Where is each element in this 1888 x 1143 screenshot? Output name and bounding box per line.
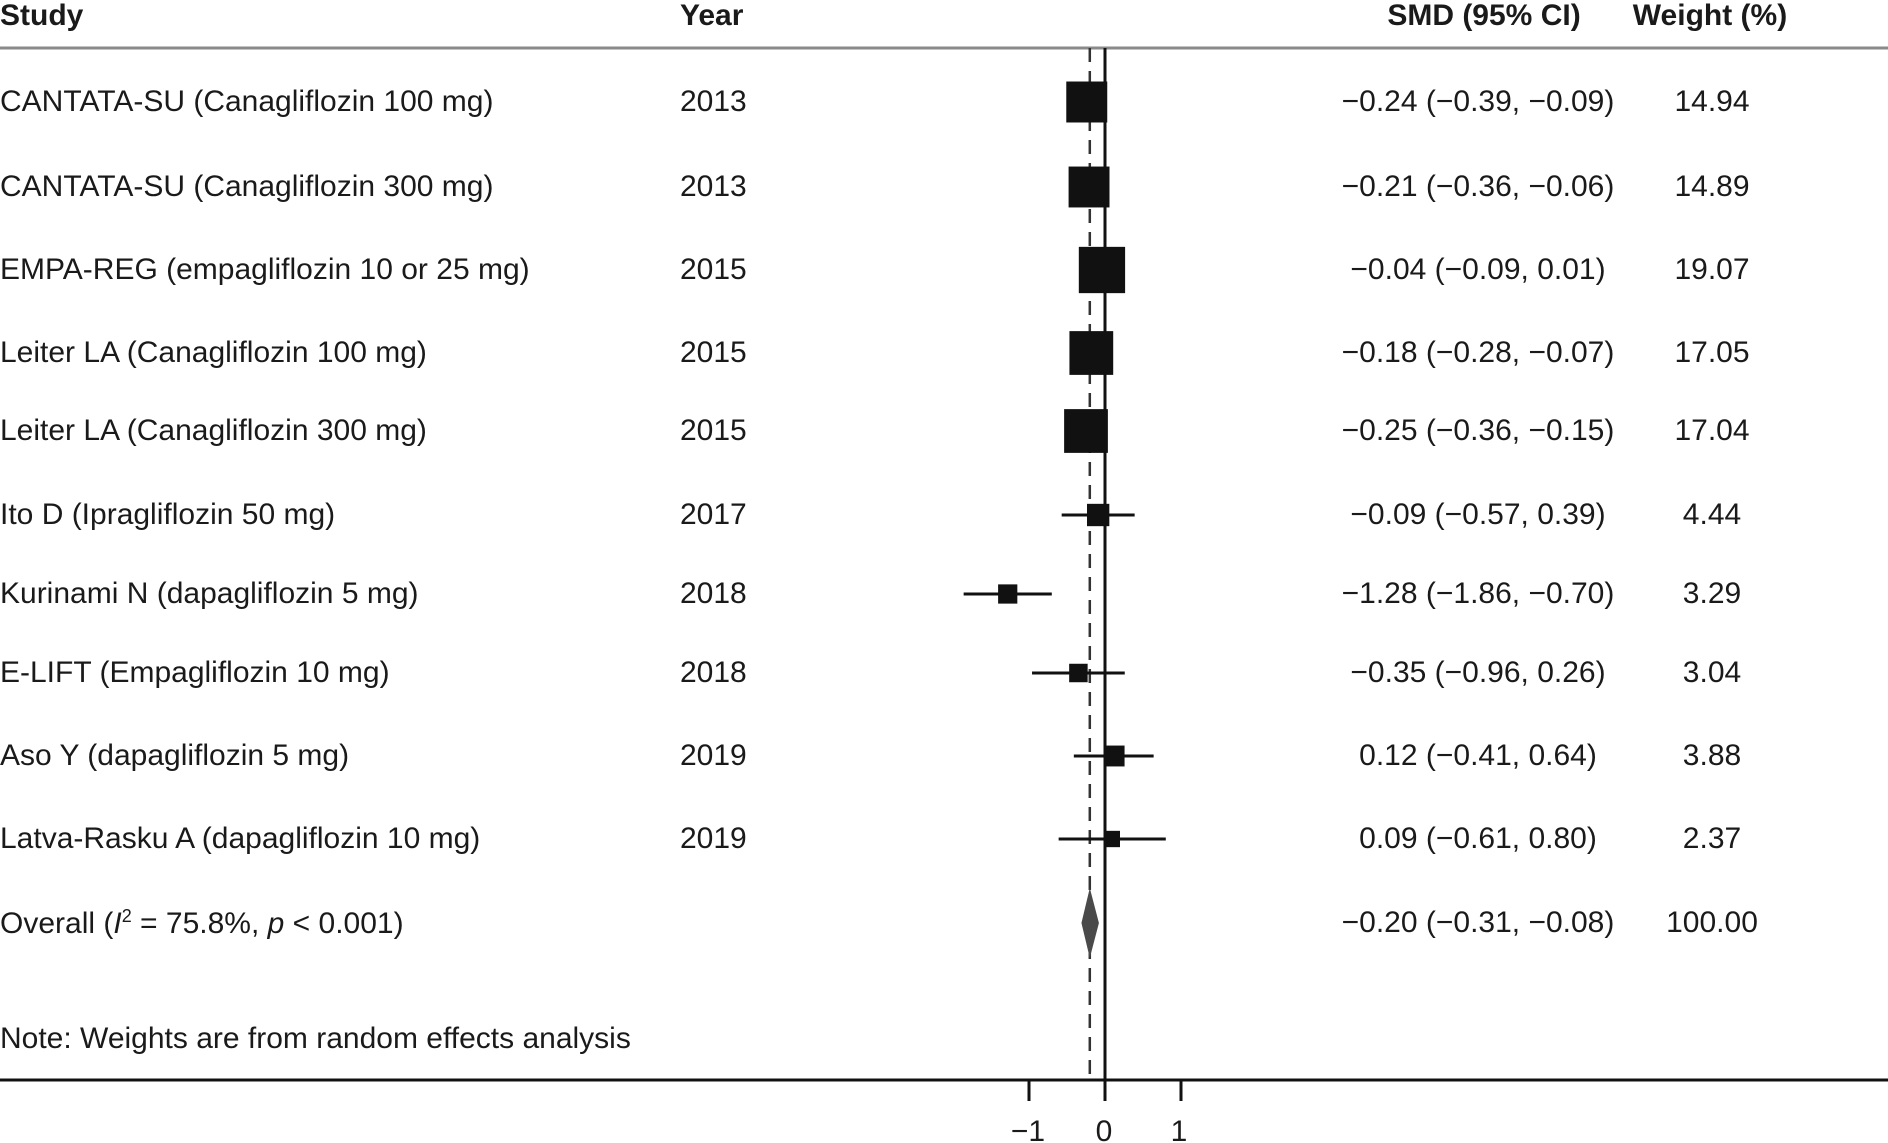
p-symbol: p xyxy=(267,907,285,940)
tick-label: 1 xyxy=(1170,1115,1188,1143)
tick-label: −1 xyxy=(1010,1115,1046,1143)
weight-value: 2.37 xyxy=(1682,822,1742,855)
weight-value: 14.89 xyxy=(1674,170,1750,203)
smd-value: −1.28 (−1.86, −0.70) xyxy=(1341,577,1615,610)
weight-value: 17.05 xyxy=(1674,336,1750,369)
smd-value: −0.24 (−0.39, −0.09) xyxy=(1341,85,1615,118)
study-label: Leiter LA (Canagliflozin 300 mg) xyxy=(0,414,427,447)
smd-value: −0.09 (−0.57, 0.39) xyxy=(1350,498,1606,531)
weight-value: 14.94 xyxy=(1674,85,1750,118)
effect-square xyxy=(1068,166,1110,208)
year-label: 2018 xyxy=(680,656,747,689)
header-weight: Weight (%) xyxy=(1632,0,1788,32)
effect-square xyxy=(1086,503,1110,527)
weight-value: 3.04 xyxy=(1682,656,1742,689)
study-label: Latva-Rasku A (dapagliflozin 10 mg) xyxy=(0,822,481,855)
year-label: 2013 xyxy=(680,85,747,118)
smd-value: −0.04 (−0.09, 0.01) xyxy=(1350,253,1606,286)
weight-value: 17.04 xyxy=(1674,414,1750,447)
effect-square xyxy=(1069,663,1088,683)
study-label: CANTATA-SU (Canagliflozin 300 mg) xyxy=(0,170,494,203)
year-label: 2015 xyxy=(680,414,747,447)
overall-weight: 100.00 xyxy=(1666,906,1758,939)
weight-value: 19.07 xyxy=(1674,253,1750,286)
smd-value: −0.21 (−0.36, −0.06) xyxy=(1341,170,1615,203)
note: Note: Weights are from random effects an… xyxy=(0,1022,631,1055)
overall-suffix: < 0.001) xyxy=(284,907,404,940)
header-study: Study xyxy=(0,0,84,32)
year-label: 2015 xyxy=(680,336,747,369)
overall-smd: −0.20 (−0.31, −0.08) xyxy=(1341,906,1615,939)
year-label: 2019 xyxy=(680,739,747,772)
year-label: 2018 xyxy=(680,577,747,610)
i-squared-sup: 2 xyxy=(121,906,132,926)
effect-square xyxy=(998,584,1018,604)
weight-value: 3.29 xyxy=(1682,577,1742,610)
smd-value: −0.18 (−0.28, −0.07) xyxy=(1341,336,1615,369)
overall-label: Overall (I2 = 75.8%, p < 0.001) xyxy=(0,907,404,939)
study-label: Aso Y (dapagliflozin 5 mg) xyxy=(0,739,350,772)
i-squared-symbol: I xyxy=(113,907,122,940)
overall-diamond xyxy=(1081,888,1099,958)
effect-square xyxy=(1069,331,1114,375)
year-label: 2019 xyxy=(680,822,747,855)
overall-prefix: Overall ( xyxy=(0,907,114,940)
weight-value: 4.44 xyxy=(1682,498,1742,531)
year-label: 2017 xyxy=(680,498,747,531)
header-smd: SMD (95% CI) xyxy=(1387,0,1581,32)
effect-square xyxy=(1078,246,1126,294)
study-label: E-LIFT (Empagliflozin 10 mg) xyxy=(0,656,390,689)
header-year: Year xyxy=(680,0,744,32)
weight-value: 3.88 xyxy=(1682,739,1742,772)
smd-value: 0.09 (−0.61, 0.80) xyxy=(1359,822,1597,855)
study-label: Leiter LA (Canagliflozin 100 mg) xyxy=(0,336,427,369)
effect-square xyxy=(1064,409,1108,453)
study-label: EMPA-REG (empagliflozin 10 or 25 mg) xyxy=(0,253,530,286)
overall-mid: = 75.8%, xyxy=(131,907,268,940)
study-label: Ito D (Ipragliflozin 50 mg) xyxy=(0,498,336,531)
tick-label: 0 xyxy=(1095,1115,1113,1143)
effect-square xyxy=(1103,745,1125,767)
study-label: Kurinami N (dapagliflozin 5 mg) xyxy=(0,577,419,610)
smd-value: −0.25 (−0.36, −0.15) xyxy=(1341,414,1615,447)
study-label: CANTATA-SU (Canagliflozin 100 mg) xyxy=(0,85,494,118)
smd-value: 0.12 (−0.41, 0.64) xyxy=(1359,739,1597,772)
year-label: 2013 xyxy=(680,170,747,203)
effect-square xyxy=(1066,81,1108,123)
year-label: 2015 xyxy=(680,253,747,286)
effect-square xyxy=(1103,830,1120,848)
smd-value: −0.35 (−0.96, 0.26) xyxy=(1350,656,1606,689)
